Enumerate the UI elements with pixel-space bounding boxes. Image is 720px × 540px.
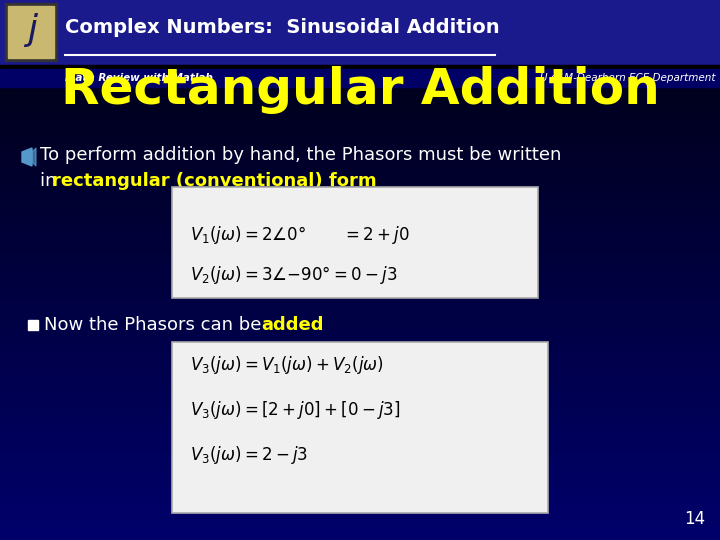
- Bar: [0, 531, 720, 540]
- Bar: [0, 369, 720, 378]
- Text: Math Review with Matlab: Math Review with Matlab: [65, 73, 212, 83]
- Bar: [0, 171, 720, 180]
- Text: Complex Numbers:  Sinusoidal Addition: Complex Numbers: Sinusoidal Addition: [65, 18, 500, 37]
- Bar: [5, 3, 57, 61]
- Bar: [0, 423, 720, 432]
- Bar: [0, 207, 720, 216]
- Bar: [0, 477, 720, 486]
- Bar: [0, 117, 720, 126]
- Bar: [0, 234, 720, 243]
- Bar: [0, 441, 720, 450]
- Bar: [0, 306, 720, 315]
- Bar: [0, 315, 720, 324]
- Bar: [0, 432, 720, 441]
- Text: rectangular (conventional) form: rectangular (conventional) form: [52, 172, 377, 190]
- Bar: [0, 0, 720, 9]
- Bar: [0, 486, 720, 495]
- FancyBboxPatch shape: [172, 187, 538, 298]
- Bar: [0, 90, 720, 99]
- Bar: [0, 342, 720, 351]
- Text: U of M-Dearborn ECE Department: U of M-Dearborn ECE Department: [539, 73, 715, 83]
- Polygon shape: [28, 320, 38, 330]
- Bar: [0, 459, 720, 468]
- Bar: [0, 198, 720, 207]
- Bar: [0, 378, 720, 387]
- Bar: [0, 225, 720, 234]
- Bar: [0, 243, 720, 252]
- Bar: [0, 324, 720, 333]
- Bar: [0, 27, 720, 36]
- Bar: [0, 270, 720, 279]
- Bar: [0, 351, 720, 360]
- Bar: [0, 153, 720, 162]
- Bar: [0, 162, 720, 171]
- Bar: [0, 63, 720, 72]
- Bar: [0, 180, 720, 189]
- Bar: [0, 495, 720, 504]
- Bar: [0, 99, 720, 108]
- Bar: [0, 468, 720, 477]
- Bar: [0, 414, 720, 423]
- Text: $V_3(j\omega) = [2 + j0]+[0 - j3]$: $V_3(j\omega) = [2 + j0]+[0 - j3]$: [190, 399, 400, 421]
- Text: $V_1(j\omega) = 2\angle 0°\quad\quad\; = 2 + j0$: $V_1(j\omega) = 2\angle 0°\quad\quad\; =…: [190, 224, 410, 246]
- Bar: [0, 45, 720, 54]
- Bar: [0, 252, 720, 261]
- Bar: [0, 297, 720, 306]
- Bar: [0, 450, 720, 459]
- Text: To perform addition by hand, the Phasors must be written: To perform addition by hand, the Phasors…: [40, 146, 562, 164]
- Bar: [0, 144, 720, 153]
- Bar: [0, 135, 720, 144]
- Bar: [0, 69, 720, 87]
- Text: $\it{j}$: $\it{j}$: [23, 11, 39, 49]
- Bar: [0, 189, 720, 198]
- Text: added: added: [261, 316, 323, 334]
- Text: in: in: [40, 172, 62, 190]
- Bar: [0, 261, 720, 270]
- Bar: [0, 216, 720, 225]
- Bar: [0, 405, 720, 414]
- Text: Now the Phasors can be: Now the Phasors can be: [44, 316, 267, 334]
- Bar: [0, 288, 720, 297]
- Bar: [8, 6, 54, 58]
- Bar: [0, 18, 720, 27]
- Text: 14: 14: [684, 510, 705, 528]
- Bar: [0, 387, 720, 396]
- Bar: [0, 513, 720, 522]
- Bar: [0, 9, 720, 18]
- Bar: [0, 360, 720, 369]
- Bar: [0, 279, 720, 288]
- Text: $V_3(j\omega) = 2 - j3$: $V_3(j\omega) = 2 - j3$: [190, 444, 308, 466]
- Bar: [0, 504, 720, 513]
- Polygon shape: [32, 148, 36, 166]
- Bar: [0, 522, 720, 531]
- Bar: [0, 54, 720, 63]
- Bar: [0, 72, 720, 81]
- Bar: [0, 396, 720, 405]
- Bar: [0, 36, 720, 45]
- Bar: [0, 81, 720, 90]
- Bar: [0, 65, 720, 69]
- Bar: [0, 126, 720, 135]
- Bar: [0, 0, 720, 65]
- Text: $V_3(j\omega) = V_1(j\omega) + V_2(j\omega)$: $V_3(j\omega) = V_1(j\omega) + V_2(j\ome…: [190, 354, 384, 376]
- Bar: [0, 333, 720, 342]
- Text: Rectangular Addition: Rectangular Addition: [60, 66, 660, 114]
- FancyBboxPatch shape: [172, 342, 548, 513]
- Polygon shape: [22, 148, 32, 166]
- Bar: [0, 108, 720, 117]
- Text: $V_2(j\omega) = 3\angle{-90°} = 0 - j3$: $V_2(j\omega) = 3\angle{-90°} = 0 - j3$: [190, 264, 397, 286]
